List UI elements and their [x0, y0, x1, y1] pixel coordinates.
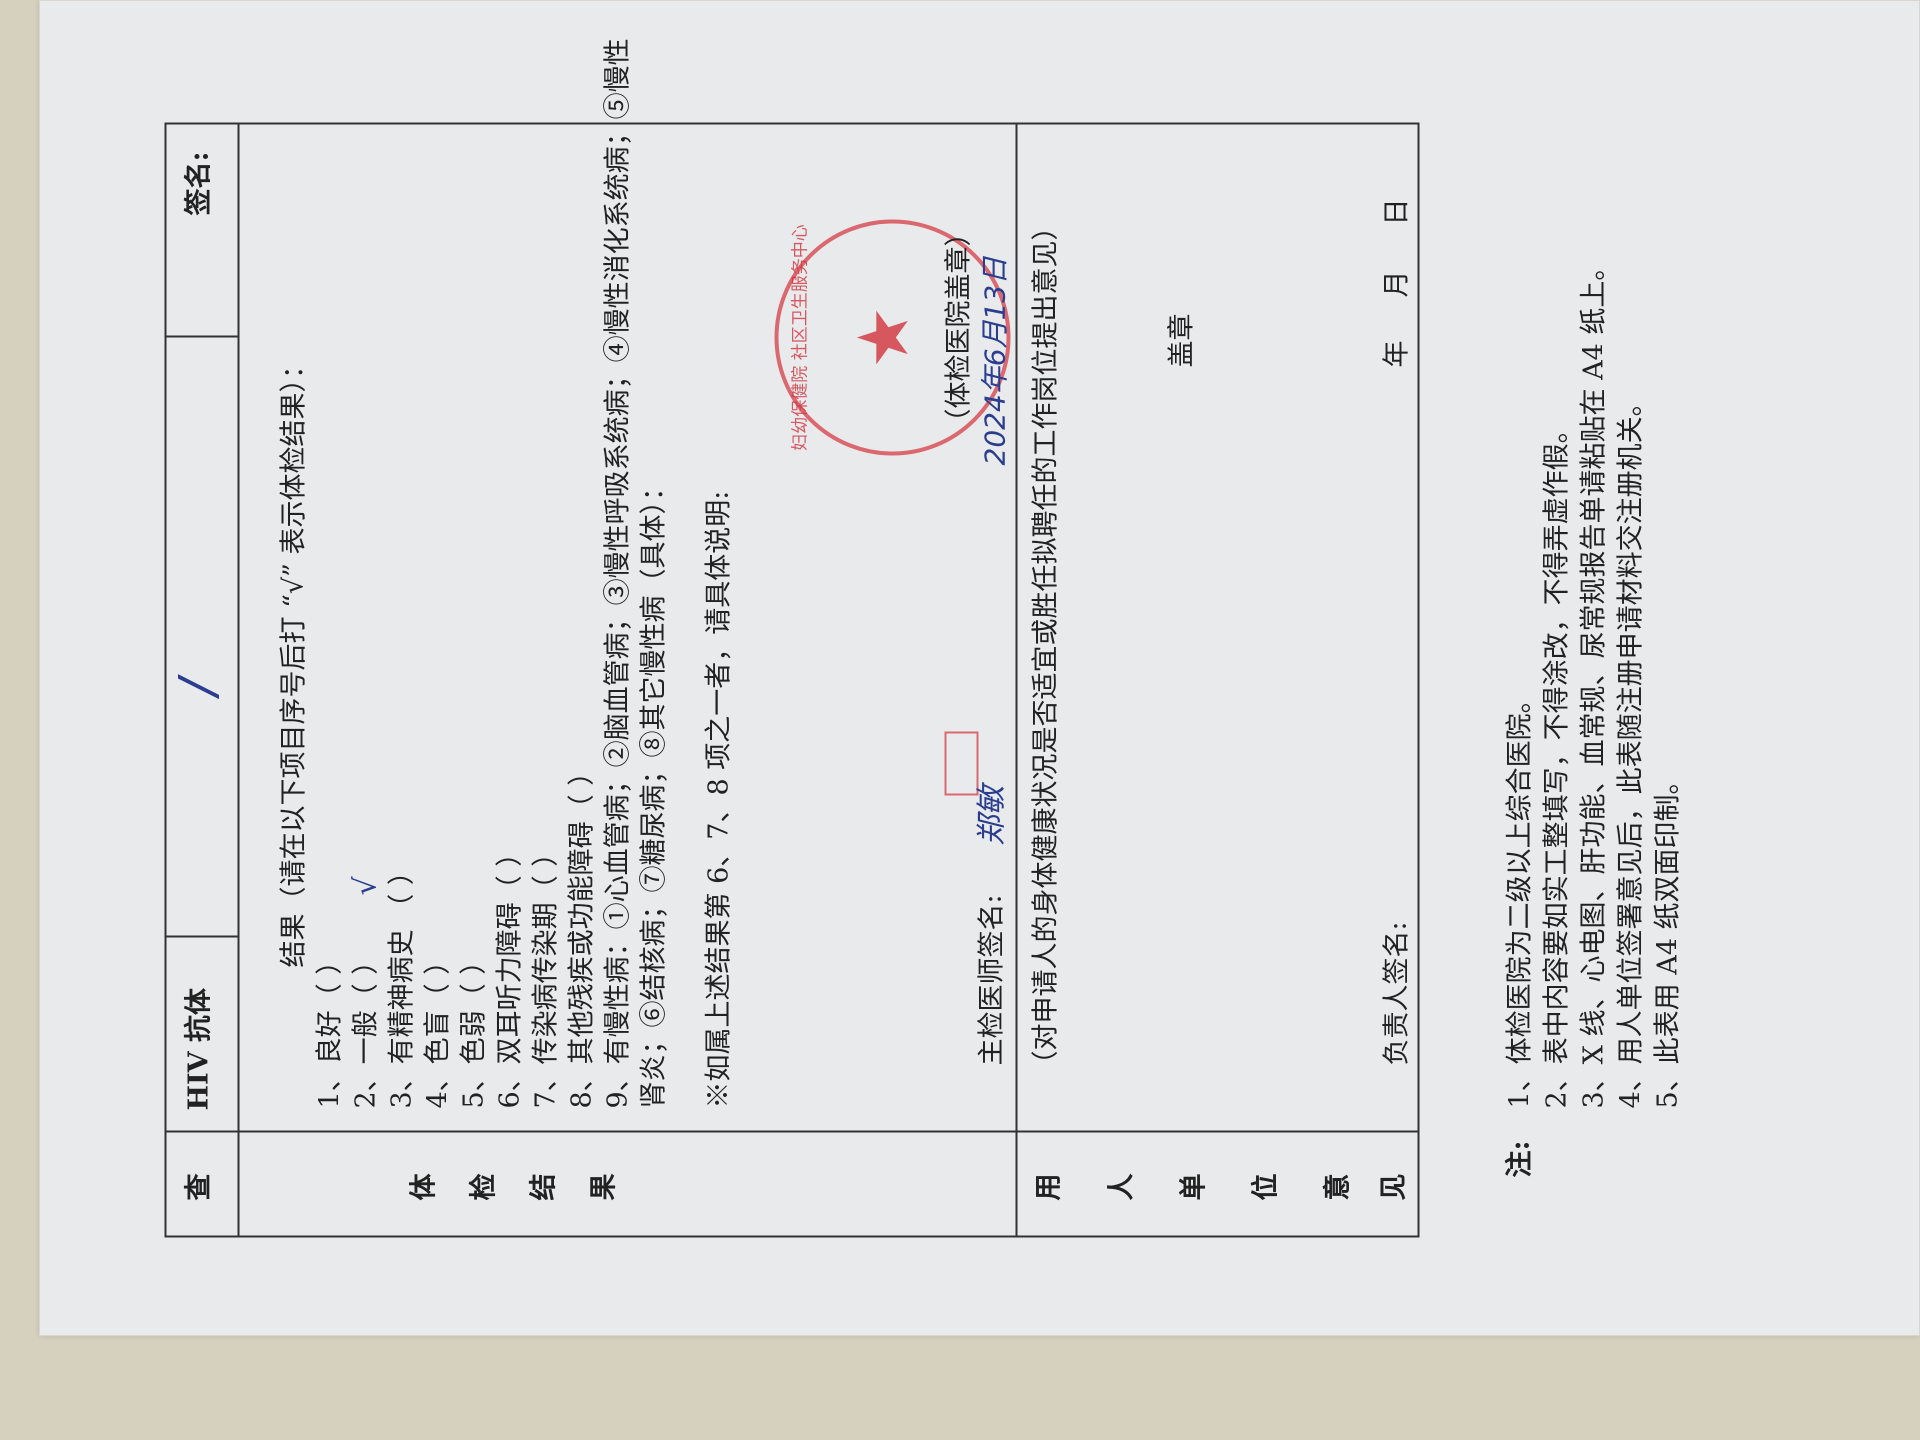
divider: [1015, 122, 1018, 1238]
date-year: 年: [1381, 340, 1413, 368]
exam-date: 2024年6月13日: [978, 256, 1012, 466]
seal-label: 盖章: [1166, 313, 1198, 368]
result-item-7[interactable]: 7、传染病传染期（ ）: [530, 839, 562, 1109]
section-label-char: 结: [528, 1173, 560, 1201]
star-icon: ★: [842, 306, 925, 369]
checkmark-icon: √: [348, 876, 384, 896]
section-label-char: 位: [1250, 1173, 1282, 1201]
result-item-9[interactable]: 9、有慢性病：①心血管病；②脑血管病；③慢性呼吸系统病；④慢性消化系统病；⑤慢性: [602, 38, 634, 1109]
divider: [164, 935, 238, 938]
note-item: 4、用人单位签署意见后，此表随注册申请材料交注册机关。: [1615, 389, 1647, 1109]
section-label-char: 意: [1322, 1173, 1354, 1201]
date-day: 日: [1381, 198, 1413, 226]
doctor-signature-label: 主检医师签名:: [976, 894, 1008, 1066]
responsible-signature-label[interactable]: 负责人签名:: [1381, 921, 1413, 1066]
note-item: 2、表中内容要如实工整填写，不得涂改，不得弄虚作假。: [1541, 416, 1573, 1109]
section-label-char: 人: [1106, 1173, 1138, 1201]
special-note: ※如属上述结果第 6、7、8 项之一者，请具体说明:: [703, 490, 735, 1109]
result-item-3[interactable]: 3、有精神病史 （ ）: [386, 858, 418, 1109]
section-label-char: 用: [1033, 1173, 1065, 1201]
date-month: 月: [1381, 270, 1413, 298]
result-item-5[interactable]: 5、色弱（ ）: [458, 947, 490, 1109]
result-item-6[interactable]: 6、双耳听力障碍（ ）: [494, 839, 526, 1109]
hospital-stamp-label: （体检医院盖章）: [943, 219, 975, 436]
result-item-4[interactable]: 4、色盲（ ）: [422, 947, 454, 1109]
divider: [164, 1130, 1420, 1133]
result-item-9-continuation: 肾炎；⑥结核病；⑦糖尿病；⑧其它慢性病（具体）：: [638, 474, 670, 1109]
signature-label: 签名:: [183, 151, 215, 216]
notes-title: 注:: [1504, 1140, 1536, 1178]
doctor-signature: 郑敏: [974, 785, 1010, 846]
doctor-seal: [944, 731, 979, 796]
section-label-char: 见: [1378, 1173, 1410, 1201]
exam-item-hiv: HIV 抗体: [183, 988, 215, 1111]
exam-form-page: 查 HIV 抗体 / 签名: 体 检 结 果 结果（请在以下项目序号后打 “√”…: [39, 0, 1920, 1336]
hospital-seal: 妇幼保健院 社区卫生服务中心 ★: [774, 219, 1011, 456]
divider: [164, 335, 238, 338]
result-item-1[interactable]: 1、良好（ ）: [314, 947, 346, 1109]
note-item: 1、体检医院为二级以上综合医院。: [1504, 686, 1536, 1109]
divider: [237, 122, 240, 1238]
results-instruction: 结果（请在以下项目序号后打 “√” 表示体检结果）：: [278, 352, 310, 968]
note-item: 5、此表用 A4 纸双面印制。: [1652, 767, 1684, 1109]
seal-text: 妇幼保健院 社区卫生服务中心: [790, 224, 811, 451]
note-item: 3、X 线、心电图、肝功能、血常规、尿常规报告单请粘贴在 A4 纸上。: [1578, 253, 1610, 1109]
employer-instruction: （对申请人的身体健康状况是否适宜或胜任拟聘任的工作岗位提出意见）: [1030, 213, 1062, 1078]
section-label-char: 体: [408, 1173, 440, 1201]
section-label-char: 单: [1178, 1173, 1210, 1201]
hiv-result-mark: /: [168, 678, 227, 696]
result-item-2[interactable]: 2、一般（ ）: [350, 947, 382, 1109]
row-label: 查: [183, 1173, 215, 1201]
result-item-8[interactable]: 8、其他残疾或功能障碍（ ）: [566, 758, 598, 1109]
section-label-char: 果: [588, 1173, 620, 1201]
section-label-char: 检: [468, 1173, 500, 1201]
